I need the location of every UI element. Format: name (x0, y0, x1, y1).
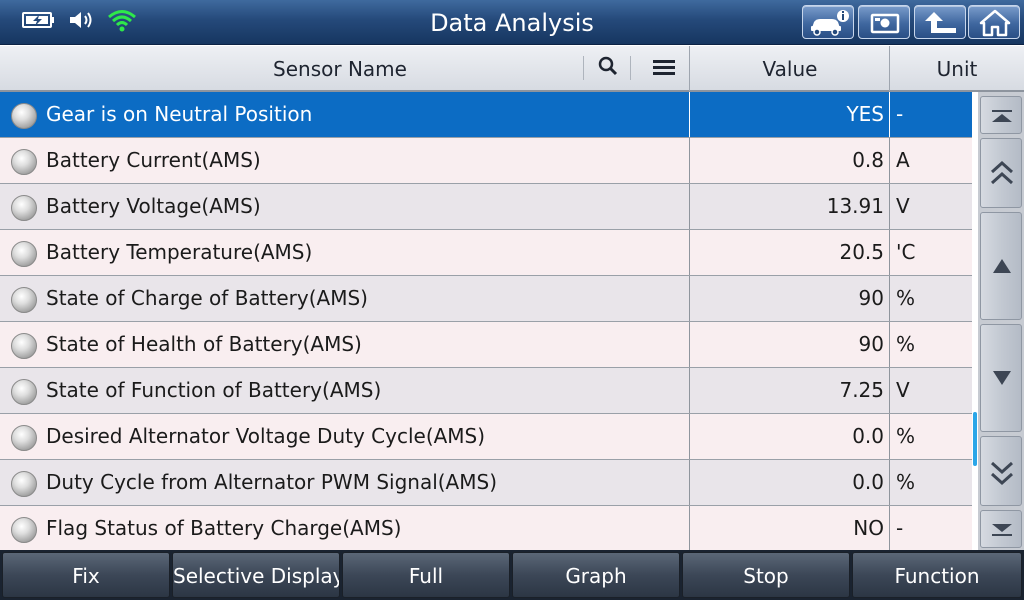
table-row[interactable]: Gear is on Neutral Position YES - (0, 92, 972, 138)
sensor-name: State of Charge of Battery(AMS) (46, 286, 368, 310)
sensor-unit: - (896, 102, 904, 126)
sensor-unit: % (896, 470, 916, 494)
screenshot-button[interactable] (858, 5, 910, 39)
header-divider (583, 56, 584, 80)
sensor-value: NO (853, 516, 884, 540)
line-up-icon (993, 259, 1011, 273)
scroll-top-button[interactable] (980, 96, 1022, 134)
vehicle-info-button[interactable] (802, 5, 854, 39)
home-icon (979, 9, 1011, 37)
table-row[interactable]: State of Health of Battery(AMS) 90 % (0, 322, 972, 368)
sensor-name: Gear is on Neutral Position (46, 102, 313, 126)
table-row[interactable]: State of Function of Battery(AMS) 7.25 V (0, 368, 972, 414)
scroll-bottom-button[interactable] (980, 510, 1022, 548)
wifi-icon (107, 8, 137, 32)
selective-display-button[interactable]: Selective Display (172, 552, 340, 598)
sensor-unit: V (896, 378, 910, 402)
scroll-top-icon (992, 110, 1012, 122)
row-select-radio[interactable] (11, 517, 37, 543)
page-up-icon (990, 160, 1014, 185)
sensor-unit: % (896, 424, 916, 448)
row-select-radio[interactable] (11, 425, 37, 451)
table-row[interactable]: Desired Alternator Voltage Duty Cycle(AM… (0, 414, 972, 460)
screenshot-icon (870, 13, 900, 34)
sensor-name: Battery Current(AMS) (46, 148, 261, 172)
sensor-value: YES (846, 102, 884, 126)
fix-button[interactable]: Fix (2, 552, 170, 598)
page-down-icon (990, 461, 1014, 486)
menu-icon[interactable] (646, 46, 682, 91)
back-button[interactable] (914, 5, 966, 39)
battery-charging-icon (22, 8, 56, 32)
sensor-unit: 'C (896, 240, 916, 264)
sensor-value: 20.5 (839, 240, 884, 264)
page-up-button[interactable] (980, 138, 1022, 208)
table-row[interactable]: Battery Current(AMS) 0.8 A (0, 138, 972, 184)
sensor-value: 0.0 (852, 470, 884, 494)
speaker-icon[interactable] (68, 8, 98, 32)
sensor-value: 0.0 (852, 424, 884, 448)
sensor-value: 90 (858, 332, 884, 356)
table-row[interactable]: Flag Status of Battery Charge(AMS) NO - (0, 506, 972, 550)
sensor-value: 13.91 (826, 194, 884, 218)
column-header-unit[interactable]: Unit (936, 57, 978, 81)
full-button[interactable]: Full (342, 552, 510, 598)
function-button[interactable]: Function (852, 552, 1022, 598)
scrollbar-track[interactable] (972, 92, 978, 550)
page-title: Data Analysis (430, 9, 594, 37)
stop-button[interactable]: Stop (682, 552, 850, 598)
table-row[interactable]: Battery Voltage(AMS) 13.91 V (0, 184, 972, 230)
vehicle-info-icon (811, 10, 849, 36)
scroll-bottom-icon (992, 524, 1012, 536)
table-header: Sensor Name Value Unit (0, 45, 1024, 92)
row-select-radio[interactable] (11, 379, 37, 405)
header-divider (630, 56, 631, 80)
sensor-name: State of Function of Battery(AMS) (46, 378, 382, 402)
search-icon[interactable] (590, 46, 626, 91)
row-select-radio[interactable] (11, 241, 37, 267)
sensor-name: Battery Voltage(AMS) (46, 194, 261, 218)
column-header-sensor-name[interactable]: Sensor Name (273, 57, 407, 81)
sensor-unit: V (896, 194, 910, 218)
sensor-value: 7.25 (839, 378, 884, 402)
table-row[interactable]: Duty Cycle from Alternator PWM Signal(AM… (0, 460, 972, 506)
sensor-unit: A (896, 148, 910, 172)
sensor-name: Flag Status of Battery Charge(AMS) (46, 516, 402, 540)
home-button[interactable] (968, 5, 1020, 39)
row-select-radio[interactable] (11, 471, 37, 497)
sensor-list: Gear is on Neutral Position YES - Batter… (0, 92, 972, 550)
sensor-value: 90 (858, 286, 884, 310)
column-header-value[interactable]: Value (762, 57, 818, 81)
row-select-radio[interactable] (11, 103, 37, 129)
page-down-button[interactable] (980, 436, 1022, 506)
sensor-name: Duty Cycle from Alternator PWM Signal(AM… (46, 470, 497, 494)
sensor-unit: % (896, 332, 916, 356)
row-select-radio[interactable] (11, 333, 37, 359)
sensor-name: State of Health of Battery(AMS) (46, 332, 362, 356)
line-down-icon (993, 371, 1011, 385)
table-row[interactable]: State of Charge of Battery(AMS) 90 % (0, 276, 972, 322)
graph-button[interactable]: Graph (512, 552, 680, 598)
sensor-name: Desired Alternator Voltage Duty Cycle(AM… (46, 424, 486, 448)
row-select-radio[interactable] (11, 149, 37, 175)
line-up-button[interactable] (980, 212, 1022, 320)
line-down-button[interactable] (980, 324, 1022, 432)
back-icon (925, 12, 956, 33)
sensor-unit: - (896, 516, 904, 540)
row-select-radio[interactable] (11, 195, 37, 221)
sensor-name: Battery Temperature(AMS) (46, 240, 313, 264)
title-bar: Data Analysis (0, 0, 1024, 45)
sensor-value: 0.8 (852, 148, 884, 172)
sensor-unit: % (896, 286, 916, 310)
row-select-radio[interactable] (11, 287, 37, 313)
scrollbar-thumb[interactable] (973, 412, 977, 466)
table-row[interactable]: Battery Temperature(AMS) 20.5 'C (0, 230, 972, 276)
